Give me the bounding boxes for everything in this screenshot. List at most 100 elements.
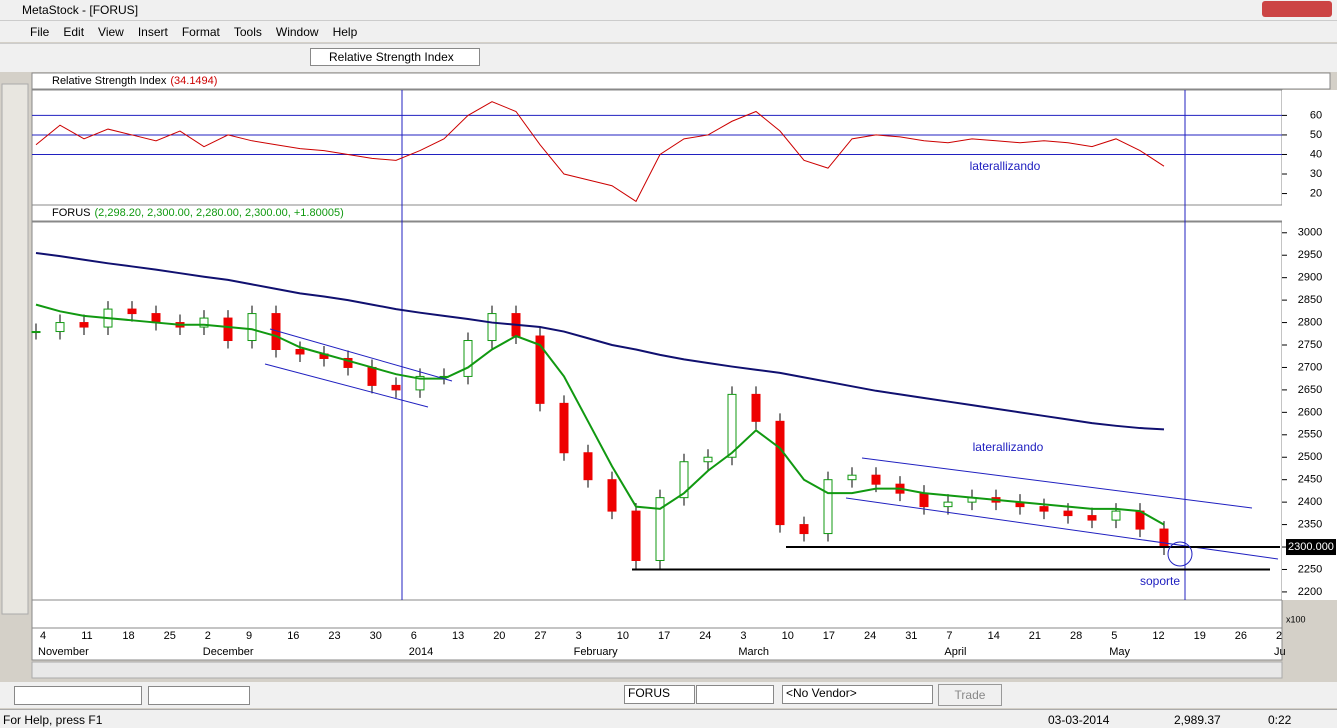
menu-item[interactable]: Insert xyxy=(137,24,168,39)
y-tick-label: 30 xyxy=(1310,168,1322,180)
candle xyxy=(583,452,593,481)
security-field[interactable]: FORUS xyxy=(624,685,695,704)
menu-item[interactable]: File xyxy=(30,24,50,39)
day-label: 5 xyxy=(1111,630,1117,642)
menu-item[interactable]: Edit xyxy=(63,24,85,39)
day-label: 17 xyxy=(658,630,670,642)
candle xyxy=(415,375,425,391)
last-price-label: 2300.000 xyxy=(1288,541,1334,553)
rsi-line xyxy=(35,101,1165,203)
day-label: 27 xyxy=(534,630,546,642)
y-tick-label: 2500 xyxy=(1298,451,1322,463)
price-name: FORUS xyxy=(52,207,91,219)
month-label: December xyxy=(203,646,254,658)
candle xyxy=(607,479,617,512)
candle xyxy=(871,474,881,485)
line-width-select[interactable] xyxy=(148,686,250,705)
candle xyxy=(487,313,497,342)
status-date: 03-03-2014 xyxy=(1048,713,1110,727)
day-label: 20 xyxy=(493,630,505,642)
candle xyxy=(1087,515,1097,521)
y-tick-label: 60 xyxy=(1310,109,1322,121)
day-label: 2 xyxy=(205,630,211,642)
tool-palette xyxy=(1,83,29,615)
candle xyxy=(343,357,353,368)
pane-plot xyxy=(31,89,1283,218)
day-label: 7 xyxy=(946,630,952,642)
candle xyxy=(367,366,377,386)
menu-bar: File Edit View Insert Format Tools Window Help xyxy=(0,21,1337,42)
day-label: 14 xyxy=(988,630,1000,642)
candle xyxy=(79,322,89,328)
month-label: April xyxy=(944,646,966,658)
day-label: 28 xyxy=(1070,630,1082,642)
chart-area: Relative Strength Index (34.1494) FORUS (2,… xyxy=(1,72,1337,679)
candle xyxy=(823,479,833,535)
day-label: 26 xyxy=(1235,630,1247,642)
candle xyxy=(703,456,713,463)
day-label: 6 xyxy=(411,630,417,642)
day-label: 13 xyxy=(452,630,464,642)
month-label: February xyxy=(574,646,619,658)
day-label: 24 xyxy=(864,630,876,642)
indicator-select[interactable]: Relative Strength Index xyxy=(310,48,480,66)
day-label: 10 xyxy=(617,630,629,642)
day-label: 30 xyxy=(370,630,382,642)
window-controls[interactable] xyxy=(1262,1,1332,17)
price-title: FORUS (2,298.20, 2,300.00, 2,280.00, 2,30… xyxy=(52,207,344,219)
status-value: 2,989.37 xyxy=(1174,713,1221,727)
day-label: 11 xyxy=(81,630,92,642)
vendor-select[interactable]: <No Vendor> xyxy=(782,685,933,704)
menu-item[interactable]: Format xyxy=(181,24,220,39)
menu-item[interactable]: Tools xyxy=(233,24,262,39)
candle xyxy=(847,474,857,481)
day-label: 2 xyxy=(1276,630,1282,642)
day-label: 21 xyxy=(1029,630,1041,642)
menu-item[interactable]: Help xyxy=(332,24,358,39)
period-select[interactable] xyxy=(696,685,774,704)
day-label: 12 xyxy=(1152,630,1164,642)
menu-item[interactable]: View xyxy=(98,24,124,39)
rsi-value: (34.1494) xyxy=(170,75,217,87)
candle xyxy=(151,313,161,324)
menu-item[interactable]: Window xyxy=(275,24,319,39)
y-tick-label: 2850 xyxy=(1298,294,1322,306)
candle xyxy=(943,501,953,508)
y-tick-label: 2450 xyxy=(1298,474,1322,486)
window-title: MetaStock - [FORUS] xyxy=(22,3,139,17)
candle xyxy=(559,402,569,454)
h-scrollbar xyxy=(31,661,1283,679)
date-axis-bg xyxy=(31,627,1283,661)
rsi-header xyxy=(31,72,1331,90)
status-time: 0:22 xyxy=(1268,713,1292,727)
annotation: soporte xyxy=(1140,574,1180,588)
candle xyxy=(799,524,809,535)
bottom-toolbar: FORUS <No Vendor> Trade xyxy=(0,682,1337,708)
price-quote: (2,298.20, 2,300.00, 2,280.00, 2,300.00,… xyxy=(95,207,344,219)
y-tick-label: 50 xyxy=(1310,129,1322,141)
y-tick-label: 20 xyxy=(1310,187,1322,199)
toolbar: Relative Strength Index xyxy=(0,43,1337,72)
day-label: 25 xyxy=(164,630,176,642)
month-label: March xyxy=(738,646,769,658)
candle xyxy=(127,308,137,315)
ma-long xyxy=(35,251,1165,431)
annotation: laterallizando xyxy=(970,159,1041,173)
day-label: 19 xyxy=(1194,630,1206,642)
y-tick-label: 2550 xyxy=(1298,429,1322,441)
trade-button[interactable]: Trade xyxy=(938,684,1002,706)
candle xyxy=(199,317,209,328)
day-label: 24 xyxy=(699,630,711,642)
month-label: May xyxy=(1109,646,1130,658)
y-tick-label: 2950 xyxy=(1298,249,1322,261)
candle xyxy=(223,317,233,342)
line-style-select[interactable] xyxy=(14,686,142,705)
y-tick-label: 2800 xyxy=(1298,316,1322,328)
candle xyxy=(535,335,545,404)
volume-scale: x100 xyxy=(1286,614,1306,624)
month-label: Ju xyxy=(1274,646,1286,658)
day-label: 3 xyxy=(576,630,582,642)
day-label: 9 xyxy=(246,630,252,642)
y-tick-label: 2250 xyxy=(1298,563,1322,575)
